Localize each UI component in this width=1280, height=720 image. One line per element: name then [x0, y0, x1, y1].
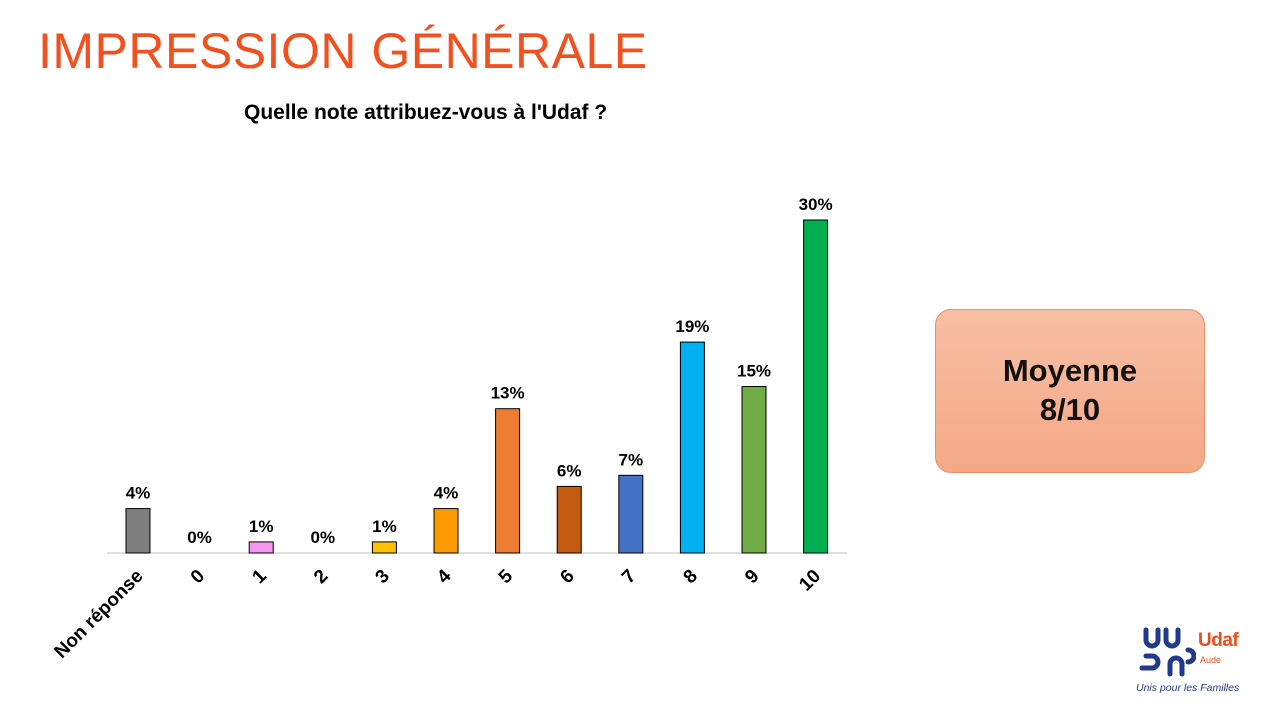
data-label-4: 4%: [434, 484, 459, 503]
x-tick-label-4: 4: [433, 565, 456, 588]
x-tick-label-non-reponse: Non réponse: [51, 566, 148, 663]
bar-chart: 4% Non réponse 0% 0 1% 1 0% 2 1% 3 4% 4 13% 5 6% 6 7% 7 19…: [51, 195, 847, 663]
page-title: IMPRESSION GÉNÉRALE: [38, 23, 648, 79]
bar-4: [433, 508, 459, 554]
data-label-9: 15%: [737, 362, 771, 381]
average-label: Moyenne: [1002, 353, 1138, 389]
x-tick-label-9: 9: [741, 566, 763, 588]
bar-non-reponse: [125, 508, 151, 554]
average-value: 8/10: [1039, 392, 1101, 427]
bar-1: [248, 541, 274, 554]
bar-3: [371, 541, 397, 554]
data-label-7: 7%: [619, 450, 644, 469]
data-label-1: 1%: [249, 517, 274, 536]
x-tick-label-6: 6: [556, 566, 578, 588]
udaf-logo: Udaf Aude Unis pour les Familles: [1132, 622, 1262, 702]
logo-subtitle: Aude: [1200, 655, 1222, 665]
x-tick-label-1: 1: [248, 565, 271, 588]
bars-group: 4% Non réponse 0% 0 1% 1 0% 2 1% 3 4% 4 13% 5 6% 6 7% 7 19…: [51, 195, 833, 663]
udaf-logo-icon: [1139, 627, 1196, 677]
logo-name: Udaf: [1198, 630, 1239, 651]
bar-7: [618, 474, 644, 554]
x-tick-label-10: 10: [795, 566, 825, 596]
data-label-non-reponse: 4%: [126, 484, 151, 503]
data-label-0: 0%: [187, 528, 212, 547]
data-label-2: 0%: [311, 528, 336, 547]
logo-tagline: Unis pour les Familles: [1136, 682, 1240, 694]
x-tick-label-2: 2: [310, 566, 332, 588]
x-tick-label-7: 7: [618, 566, 640, 588]
bar-9: [741, 386, 767, 554]
data-label-10: 30%: [799, 195, 833, 214]
bar-5: [495, 408, 521, 554]
average-score-box: Moyenne 8/10: [935, 309, 1205, 473]
bar-8: [679, 341, 705, 554]
x-tick-label-0: 0: [187, 566, 209, 588]
data-label-5: 13%: [491, 384, 525, 403]
data-label-8: 19%: [675, 317, 709, 336]
x-tick-label-8: 8: [680, 566, 702, 588]
data-label-6: 6%: [557, 461, 582, 480]
data-label-3: 1%: [372, 517, 397, 536]
bar-6: [556, 485, 582, 554]
chart-title: Quelle note attribuez-vous à l'Udaf ?: [244, 101, 608, 124]
x-tick-label-5: 5: [495, 565, 518, 588]
x-tick-label-3: 3: [372, 566, 394, 588]
bar-10: [803, 219, 829, 554]
